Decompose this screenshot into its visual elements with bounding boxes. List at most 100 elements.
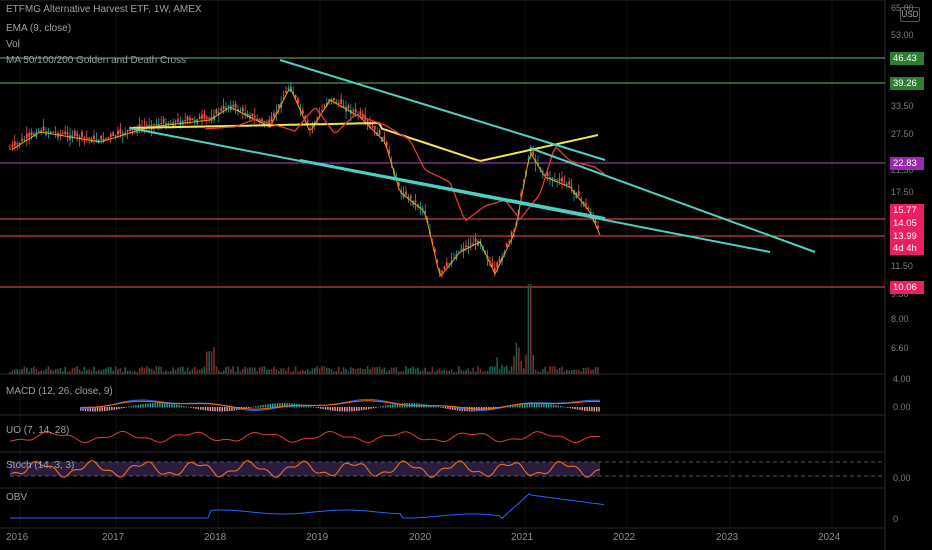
obv-label[interactable]: OBV	[6, 492, 28, 503]
uo-label[interactable]: UO (7, 14, 28)	[6, 425, 70, 436]
volume-bar	[222, 370, 225, 374]
volume-bar	[472, 367, 474, 374]
macd-histogram-bar	[557, 405, 559, 408]
candle-body	[496, 262, 499, 268]
volume-bar	[170, 370, 172, 374]
macd-axis-label: 0.00	[893, 402, 911, 412]
volume-bar	[124, 367, 126, 374]
volume-bar	[249, 367, 251, 374]
macd-histogram-bar	[84, 407, 87, 412]
macd-histogram-bar	[108, 407, 111, 411]
volume-bar	[556, 369, 558, 374]
volume-bar	[100, 370, 102, 374]
candle-body	[232, 104, 235, 107]
candle-body	[323, 106, 326, 108]
macd-histogram-bar	[389, 404, 391, 408]
macd-histogram-bar	[452, 407, 454, 410]
volume-bar	[510, 366, 513, 374]
time-axis-label: 2023	[716, 532, 739, 543]
volume-bar	[237, 366, 239, 374]
volume-bar	[208, 351, 210, 374]
candle-body	[460, 249, 463, 251]
macd-histogram-bar	[555, 405, 557, 408]
volume-bar	[496, 357, 498, 374]
volume-bar	[234, 371, 237, 374]
macd-histogram-bar	[106, 407, 108, 411]
macd-histogram-bar	[260, 405, 262, 408]
macd-histogram-bar	[312, 406, 315, 408]
macd-histogram-bar	[128, 406, 130, 408]
volume-bar	[405, 366, 407, 374]
macd-histogram-bar	[94, 407, 96, 412]
candle-body	[354, 109, 357, 113]
macd-histogram-bar	[111, 407, 113, 411]
macd-histogram-bar	[550, 404, 552, 408]
candle-body	[505, 243, 508, 248]
volume-bar	[388, 369, 390, 374]
candle-body	[373, 126, 376, 130]
volume-bar	[419, 370, 422, 374]
currency-button[interactable]: USD	[900, 7, 920, 22]
macd-histogram-bar	[228, 407, 231, 412]
candle-body	[119, 128, 122, 134]
macd-label[interactable]: MACD (12, 26, close, 9)	[6, 386, 113, 397]
macd-histogram-bar	[588, 407, 591, 412]
candle-body	[191, 118, 194, 121]
price-axis-label: 65.00	[891, 3, 914, 13]
macd-histogram-bar	[190, 407, 192, 408]
macd-histogram-bar	[572, 407, 574, 409]
volume-bar	[69, 371, 71, 374]
stoch-label[interactable]: Stoch (14, 3, 3)	[6, 460, 75, 471]
macd-histogram-bar	[116, 407, 118, 410]
macd-histogram-bar	[281, 403, 283, 408]
volume-bar	[573, 369, 575, 374]
volume-bar	[285, 370, 287, 374]
macd-histogram-bar	[161, 403, 163, 408]
macd-histogram-bar	[512, 405, 514, 408]
volume-bar	[52, 370, 54, 374]
volume-bar	[383, 367, 386, 374]
volume-bar	[189, 371, 191, 374]
macd-histogram-bar	[514, 404, 516, 408]
volume-bar	[436, 370, 438, 374]
candle-body	[436, 260, 439, 263]
volume-bar	[477, 366, 479, 374]
volume-bar	[592, 369, 594, 374]
volume-bar	[35, 368, 38, 374]
ema-legend[interactable]: EMA (9, close)	[6, 23, 72, 34]
volume-bars	[9, 284, 599, 374]
macd-histogram-bar	[188, 406, 190, 408]
macd-histogram-bar	[164, 403, 166, 408]
volume-bar	[239, 371, 242, 374]
macd-histogram-bar	[387, 405, 389, 408]
macd-histogram-bar	[96, 407, 99, 412]
macd-histogram-bar	[392, 404, 394, 408]
macd-histogram-bar	[209, 407, 211, 411]
ma-legend[interactable]: MA 50/100/200 Golden and Death Cross	[6, 55, 187, 66]
candle-body	[251, 113, 254, 117]
candle-body	[340, 99, 343, 105]
volume-bar	[95, 371, 98, 374]
volume-bar	[578, 370, 580, 374]
candle-body	[157, 123, 160, 127]
volume-bar	[330, 369, 333, 374]
vol-legend[interactable]: Vol	[6, 39, 20, 50]
macd-histogram-bar	[442, 407, 444, 409]
candle-body	[493, 267, 496, 272]
candle-body	[215, 109, 218, 114]
macd-histogram-bar	[264, 404, 267, 408]
candle-body	[217, 112, 220, 115]
candle-body	[203, 113, 206, 119]
volume-bar	[201, 368, 203, 374]
candle-body	[189, 117, 191, 121]
volume-bar	[522, 368, 525, 374]
volume-bar	[287, 366, 290, 374]
volume-bar	[230, 369, 232, 374]
candle-body	[174, 120, 177, 123]
candle-body	[448, 263, 451, 265]
chart-grid	[0, 0, 886, 550]
candle-body	[541, 171, 544, 173]
volume-bar	[446, 370, 448, 374]
volume-bar	[146, 366, 148, 374]
